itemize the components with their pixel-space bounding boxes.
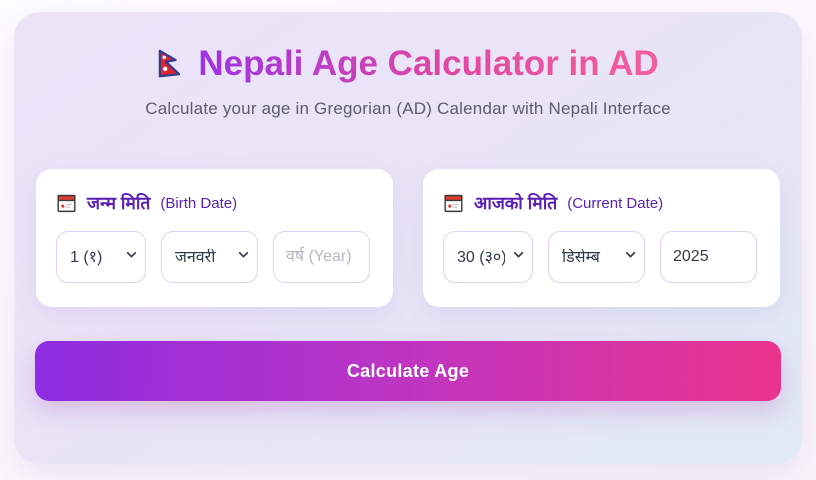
subtitle: Calculate your age in Gregorian (AD) Cal… [145,99,671,118]
birth-date-card: जन्म मिति (Birth Date) 1 (१) जनवरी [36,169,393,307]
current-month-select[interactable]: डिसेम्ब [548,231,645,283]
title-text: Nepali Age Calculator in AD [198,42,658,86]
birth-date-card-header: जन्म मिति (Birth Date) [56,191,373,215]
birth-day-select[interactable]: 1 (१) [56,231,146,283]
nepal-flag-icon [157,49,182,79]
current-date-label-np: आजको मिति [474,193,558,213]
calendar-icon [56,193,77,214]
calculate-age-button[interactable]: Calculate Age [35,341,781,401]
app-container: Nepali Age Calculator in AD Calculate yo… [14,12,802,464]
current-date-card: आजको मिति (Current Date) 30 (३०) डिसेम्ब [423,169,780,307]
date-cards-row: जन्म मिति (Birth Date) 1 (१) जनवरी [14,169,802,307]
current-date-card-header: आजको मिति (Current Date) [443,191,760,215]
calendar-icon [443,193,464,214]
current-date-fields: 30 (३०) डिसेम्ब [443,231,760,283]
header: Nepali Age Calculator in AD Calculate yo… [14,12,802,119]
birth-month-select[interactable]: जनवरी [161,231,258,283]
page-title: Nepali Age Calculator in AD [14,42,802,86]
birth-date-fields: 1 (१) जनवरी [56,231,373,283]
birth-date-label-en: (Birth Date) [160,194,238,212]
current-year-input[interactable] [660,231,757,283]
current-date-label-en: (Current Date) [567,194,664,212]
birth-date-label-np: जन्म मिति [87,193,151,213]
birth-year-input[interactable] [273,231,370,283]
current-day-select[interactable]: 30 (३०) [443,231,533,283]
